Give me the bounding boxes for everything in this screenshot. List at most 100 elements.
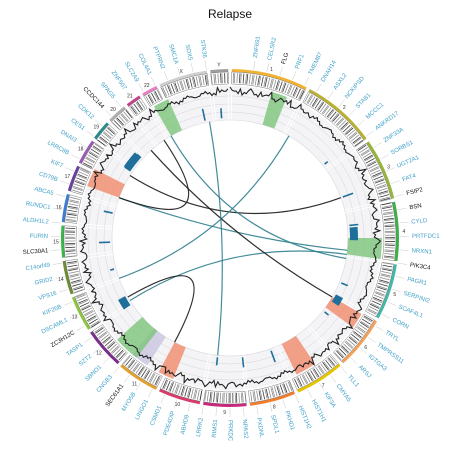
cytoband xyxy=(123,356,131,365)
cytoband xyxy=(310,370,317,380)
gene-leader xyxy=(138,83,144,92)
cytoband xyxy=(361,150,371,157)
cytoband xyxy=(185,78,190,89)
gene-leader xyxy=(135,382,141,391)
cytoband xyxy=(376,184,387,189)
cytoband xyxy=(244,392,247,403)
cytoband xyxy=(79,302,90,308)
cytoband xyxy=(357,143,366,151)
cytoband xyxy=(352,332,362,339)
gene-label: SZT2 xyxy=(78,353,94,367)
cytoband xyxy=(307,95,314,105)
data-tracks xyxy=(78,86,382,390)
gene-leader xyxy=(330,375,336,383)
gene-label: TLL1 xyxy=(346,374,360,389)
translocation-links xyxy=(118,121,348,356)
gene-leader xyxy=(187,403,191,413)
cytoband xyxy=(344,126,353,135)
cytoband xyxy=(336,118,345,127)
cytoband xyxy=(65,249,76,251)
chromosome-band-21 xyxy=(126,95,141,107)
cytoband xyxy=(344,341,353,349)
cytoband xyxy=(304,373,311,383)
cytoband xyxy=(148,372,155,383)
chromosome-band-4 xyxy=(392,201,399,262)
gene-leader xyxy=(304,77,309,86)
gene-label: CNGB3 xyxy=(96,374,114,394)
cytoband xyxy=(240,73,242,84)
chromosome-number: 17 xyxy=(65,174,71,180)
cytoband xyxy=(226,73,228,84)
cytoband xyxy=(228,392,230,403)
cytoband xyxy=(65,246,76,249)
cytoband xyxy=(125,109,133,119)
cytoband xyxy=(72,285,83,290)
gene-leader xyxy=(64,301,73,306)
gene-label: LINGO1 xyxy=(135,398,151,421)
cytoband xyxy=(252,391,255,402)
cytoband xyxy=(367,309,377,315)
cytoband xyxy=(65,220,76,223)
cytoband xyxy=(276,385,281,396)
gene-label: PRKDC xyxy=(226,420,232,442)
cytoband xyxy=(345,127,354,135)
cytoband xyxy=(364,155,374,162)
cytoband xyxy=(357,144,367,152)
cytoband xyxy=(181,386,186,397)
cytoband xyxy=(372,173,383,178)
chromosome-number: 11 xyxy=(132,381,137,387)
gene-leader xyxy=(84,337,93,343)
cytoband xyxy=(382,208,393,212)
gene-label: CDK12 xyxy=(76,103,95,121)
cytoband xyxy=(378,190,389,194)
cytoband xyxy=(248,74,251,85)
cytoband xyxy=(288,85,293,95)
cytoband xyxy=(210,74,213,85)
variant-bar xyxy=(220,108,223,119)
cytoband xyxy=(78,171,89,177)
cytoband xyxy=(99,332,108,340)
cytoband xyxy=(95,327,104,334)
cytoband xyxy=(65,240,76,242)
cytoband xyxy=(326,109,334,118)
cytoband xyxy=(322,362,329,371)
cytoband xyxy=(270,387,274,398)
cytoband xyxy=(360,320,370,327)
cytoband xyxy=(84,311,94,317)
cytoband xyxy=(383,212,394,215)
chromosome-band-2 xyxy=(308,89,367,141)
translocation-link xyxy=(150,149,333,298)
cytoband xyxy=(180,385,185,396)
cytoband xyxy=(320,363,327,373)
cytoband xyxy=(66,255,77,258)
chromosome-band-X xyxy=(159,70,208,88)
variant-block xyxy=(118,296,131,310)
cytoband xyxy=(180,80,185,91)
cytoband xyxy=(245,73,247,84)
cytoband xyxy=(359,146,369,154)
translocation-link xyxy=(118,135,290,279)
cytoband xyxy=(321,105,329,114)
cytoband xyxy=(286,84,292,95)
gene-leader xyxy=(392,289,401,293)
gene-label: PAGR1 xyxy=(406,277,427,288)
chromosome-divider xyxy=(202,354,210,388)
cytoband xyxy=(169,382,174,392)
gene-leader xyxy=(269,403,273,413)
cytoband xyxy=(384,228,395,230)
gene-leader xyxy=(373,142,382,148)
gene-label: SBNO1 xyxy=(85,364,104,383)
gene-leader xyxy=(386,167,395,172)
cytoband xyxy=(309,96,316,106)
cytoband xyxy=(272,79,277,90)
cytoband xyxy=(154,375,160,386)
cytoband xyxy=(342,124,351,133)
cytoband xyxy=(170,83,176,94)
cytoband xyxy=(73,183,84,188)
cytoband xyxy=(202,75,205,86)
cytoband xyxy=(239,73,241,84)
gene-label: NRXN1 xyxy=(411,248,432,255)
cytoband xyxy=(144,370,151,380)
gene-leader xyxy=(348,109,355,117)
cytoband xyxy=(87,154,97,161)
